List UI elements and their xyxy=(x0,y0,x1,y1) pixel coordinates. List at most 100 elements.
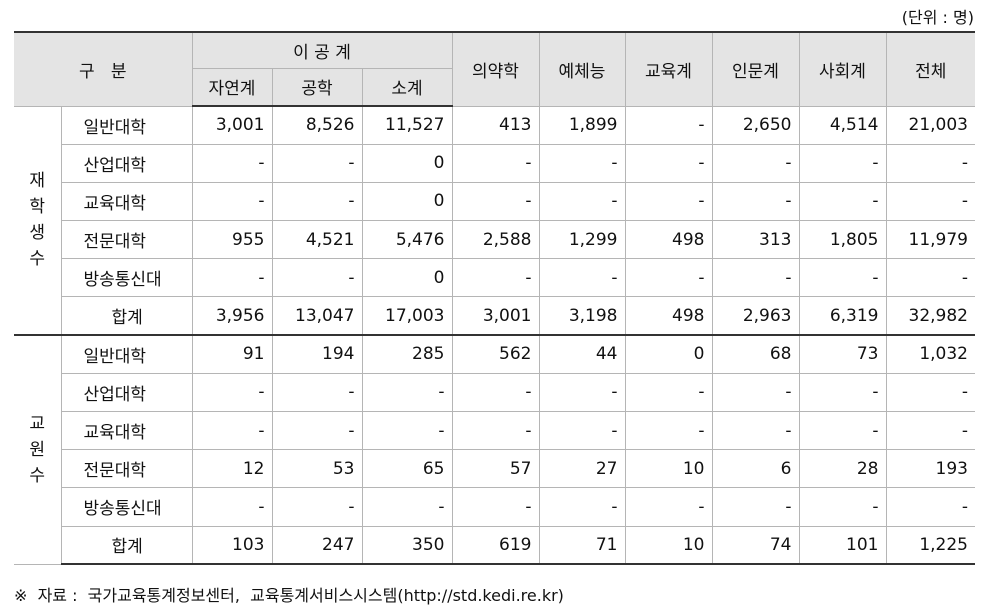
table-cell: 1,299 xyxy=(538,220,626,260)
group-label-char: 수 xyxy=(29,249,46,270)
table-cell: 74 xyxy=(711,525,800,566)
table-cell: - xyxy=(538,487,626,527)
table-row: 교 원 수 일반대학 91 194 285 562 44 0 68 73 1,032 xyxy=(14,334,975,565)
table-cell: - xyxy=(191,143,273,183)
table-cell: - xyxy=(361,487,453,527)
header-gyoyukgye: 교육계 xyxy=(624,31,713,107)
group-label-char: 재 xyxy=(29,171,46,192)
table-cell: - xyxy=(624,181,713,222)
table-cell: 194 xyxy=(271,334,363,374)
table-cell: 498 xyxy=(624,296,713,336)
table-cell: 955 xyxy=(191,220,273,260)
table-cell: - xyxy=(271,181,363,222)
table-cell: - xyxy=(451,372,540,413)
table-cell: 619 xyxy=(451,525,540,566)
header-inmungye: 인문계 xyxy=(711,31,800,107)
table-cell: 562 xyxy=(451,334,540,374)
table-cell: - xyxy=(538,258,626,298)
table-cell: - xyxy=(711,258,800,298)
table-cell: 10 xyxy=(624,449,713,489)
table-cell: 10 xyxy=(624,525,713,566)
table-cell: - xyxy=(191,372,273,413)
table-cell: - xyxy=(451,258,540,298)
table-row: 산업대학 - - - - - - - - - xyxy=(14,372,975,413)
table-cell: 12 xyxy=(191,449,273,489)
table-cell: - xyxy=(885,143,975,183)
table-cell: - xyxy=(624,372,713,413)
table-cell: - xyxy=(451,143,540,183)
table-cell: - xyxy=(451,487,540,527)
row-label: 전문대학 xyxy=(61,449,193,489)
table-cell: 0 xyxy=(624,334,713,374)
table-cell: - xyxy=(538,181,626,222)
table-cell: - xyxy=(798,143,887,183)
table-row: 합계 103 247 350 619 71 10 74 101 1,225 xyxy=(14,525,975,566)
table-cell: - xyxy=(798,410,887,451)
row-label: 방송통신대 xyxy=(61,258,193,298)
header-sogye: 소계 xyxy=(361,67,452,107)
table-row: 교육대학 - -0- - - - - - xyxy=(14,181,975,222)
table-cell: 65 xyxy=(361,449,453,489)
table-cell: - xyxy=(191,258,273,298)
table-cell: 28 xyxy=(798,449,887,489)
table-cell: - xyxy=(624,487,713,527)
header-gonghak: 공학 xyxy=(271,67,363,107)
row-label: 일반대학 xyxy=(60,105,193,145)
table-cell: 73 xyxy=(798,334,887,374)
table-cell: 103 xyxy=(191,525,273,566)
header-jeonche: 전체 xyxy=(885,31,975,107)
table-cell: 5,476 xyxy=(361,220,453,260)
table-cell: 3,956 xyxy=(191,296,273,336)
table-cell: - xyxy=(271,372,363,413)
row-label: 산업대학 xyxy=(61,372,193,413)
group-label-char: 수 xyxy=(29,465,46,486)
group-label-char: 생 xyxy=(29,223,46,244)
table-cell: 11,527 xyxy=(361,105,453,145)
source-note: ※ 자료 : 국가교육통계정보센터, 교육통계서비스시스템(http://std… xyxy=(14,586,564,605)
table-cell: 0 xyxy=(361,143,453,183)
table-cell: - xyxy=(538,410,626,451)
table-cell: - xyxy=(271,258,363,298)
header-yecheneung: 예체능 xyxy=(538,31,626,107)
table-cell: 4,514 xyxy=(798,105,887,145)
table-cell: - xyxy=(711,410,800,451)
table-row: 재 학 생 수 일반대학 3,001 8,526 11,527 413 1,899-2,650 4,… xyxy=(14,105,975,336)
table-cell: - xyxy=(271,410,363,451)
table-row: 합계 3,956 13,047 17,003 3,001 3,198 498 2,963 6,3… xyxy=(14,296,975,336)
table-cell: - xyxy=(271,143,363,183)
table-cell: 91 xyxy=(191,334,273,374)
table-cell: 350 xyxy=(361,525,453,566)
table-cell: 57 xyxy=(451,449,540,489)
table-cell: - xyxy=(361,410,453,451)
table-cell: 4,521 xyxy=(271,220,363,260)
table-cell: - xyxy=(361,372,453,413)
table-cell: - xyxy=(538,372,626,413)
table-cell: - xyxy=(711,181,800,222)
table-cell: - xyxy=(191,181,273,222)
table-cell: - xyxy=(191,487,273,527)
row-label: 전문대학 xyxy=(61,220,193,260)
table-cell: - xyxy=(885,372,975,413)
table-cell: 32,982 xyxy=(885,296,975,336)
table-row: 전문대학 12 53 65 57 27 10 6 28 193 xyxy=(14,449,975,489)
table-cell: 13,047 xyxy=(271,296,363,336)
table-cell: 1,032 xyxy=(885,334,975,374)
header-igong-group: 이 공 계 xyxy=(191,31,453,69)
table-cell: 0 xyxy=(361,181,453,222)
table-cell: 193 xyxy=(885,449,975,489)
row-label: 방송통신대 xyxy=(61,487,193,527)
table-cell: - xyxy=(624,410,713,451)
table-cell: 44 xyxy=(538,334,626,374)
table-cell: - xyxy=(885,181,975,222)
table-cell: - xyxy=(711,372,800,413)
table-cell: 8,526 xyxy=(271,105,363,145)
header-jayeongye: 자연계 xyxy=(192,67,273,107)
table-cell: - xyxy=(798,258,887,298)
table-cell: 101 xyxy=(798,525,887,566)
table-cell: 2,963 xyxy=(711,296,800,336)
table-cell: 413 xyxy=(451,105,540,145)
table-cell: - xyxy=(798,181,887,222)
table-cell: 1,225 xyxy=(885,525,975,566)
table-cell: - xyxy=(538,143,626,183)
